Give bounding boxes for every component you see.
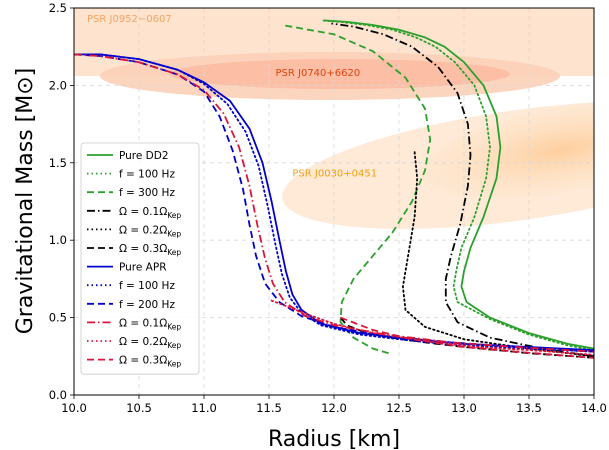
- x-tick-label: 13.0: [451, 401, 477, 415]
- psr-j0740-region-inner: [170, 59, 510, 89]
- region-label: PSR J0030+0451: [292, 169, 377, 180]
- x-tick-label: 10.0: [61, 401, 87, 415]
- legend-label: f = 300 Hz: [119, 187, 175, 199]
- legend-label: Ω = 0.1ΩKep: [119, 317, 181, 331]
- legend-label: Ω = 0.3ΩKep: [119, 355, 181, 369]
- series-lines: [74, 19, 594, 359]
- y-axis-label: Gravitational Mass [M⊙]: [13, 68, 38, 335]
- series-line: [401, 151, 594, 358]
- legend-label: f = 200 Hz: [119, 299, 175, 311]
- y-tick-label: 0.0: [49, 388, 67, 402]
- y-tick-label: 2.5: [49, 1, 67, 15]
- series-line: [270, 299, 594, 356]
- legend-box: [80, 142, 200, 375]
- x-tick-label: 11.0: [191, 401, 217, 415]
- legend-label: Pure DD2: [119, 150, 169, 162]
- x-tick-label: 12.0: [321, 401, 347, 415]
- series-line: [323, 19, 594, 350]
- series-line: [337, 313, 594, 359]
- y-tick-label: 1.0: [49, 233, 67, 247]
- legend: Pure DD2 f = 100 Hz f = 300 Hz Ω = 0.1ΩKep Ω…: [80, 142, 200, 375]
- legend-label: Ω = 0.2ΩKep: [119, 224, 181, 238]
- series-line: [340, 316, 594, 359]
- legend-label: f = 100 Hz: [119, 169, 175, 181]
- x-tick-label: 12.5: [386, 401, 412, 415]
- region-label: PSR J0952−0607: [87, 14, 172, 25]
- legend-label: Ω = 0.2ΩKep: [119, 336, 181, 350]
- x-tick-label: 14.0: [581, 401, 607, 415]
- legend-label: Pure APR: [119, 262, 167, 274]
- legend-label: f = 100 Hz: [119, 280, 175, 292]
- y-ticks: 0.0 0.5 1.0 1.5 2.0 2.5: [49, 1, 74, 402]
- x-ticks: 10.0 10.5 11.0 11.5 12.0 12.5 13.0 13.5 14.0: [61, 395, 607, 415]
- series-line: [74, 53, 594, 353]
- series-line: [331, 22, 594, 358]
- region-label: PSR J0740+6620: [276, 68, 361, 79]
- series-line: [320, 19, 594, 352]
- x-tick-label: 11.5: [256, 401, 282, 415]
- y-tick-label: 1.5: [49, 156, 67, 170]
- annotations: PSR J0952−0607 PSR J0740+6620 PSR J0030+04…: [87, 14, 377, 180]
- x-tick-label: 10.5: [126, 401, 152, 415]
- x-axis-label: Radius [km]: [268, 427, 400, 450]
- psr-j0030-region-inner: [421, 102, 594, 198]
- y-tick-label: 2.0: [49, 78, 67, 92]
- y-tick-label: 0.5: [49, 311, 67, 325]
- legend-label: Ω = 0.3ΩKep: [119, 243, 181, 257]
- x-tick-label: 13.5: [516, 401, 542, 415]
- legend-label: Ω = 0.1ΩKep: [119, 206, 181, 220]
